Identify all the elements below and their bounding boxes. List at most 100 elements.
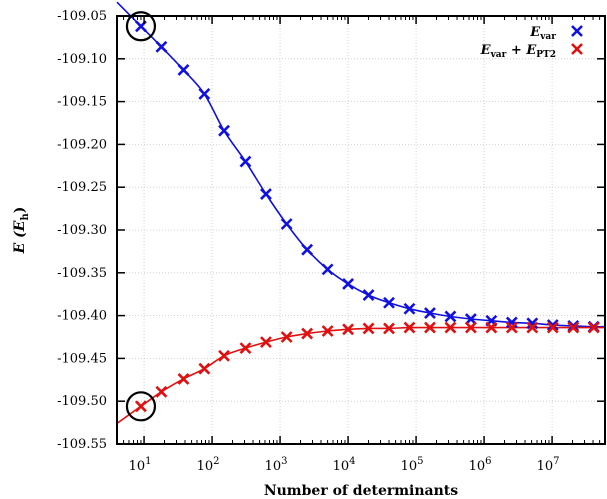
data-point [526,317,539,330]
data-point [485,321,498,334]
marker-stroke [403,302,416,315]
data-point [177,373,190,385]
data-points [135,20,600,413]
data-point [424,307,436,319]
marker-stroke [383,322,395,335]
x-tick-label: 105 [401,456,424,474]
x-tick-label: 107 [537,456,560,474]
marker-stroke [464,313,477,325]
marker-stroke [587,321,600,334]
data-point [505,321,518,334]
marker-stroke [321,325,334,337]
y-tick-label: -109.10 [57,52,107,67]
data-point [587,321,600,334]
marker-stroke [260,188,272,200]
data-point [403,321,416,334]
marker-stroke [280,218,293,230]
x-axis-label: Number of determinants [264,483,458,499]
x-axis-ticks: 101 102 103 104 105 106 107 [123,16,606,474]
marker-stroke [567,321,580,334]
data-point [177,64,190,76]
y-tick-label: -109.25 [57,180,107,195]
marker-stroke [383,296,395,309]
marker-stroke [155,385,168,398]
y-tick-label: -109.40 [57,309,107,324]
marker-stroke [260,336,272,349]
marker-stroke [571,25,583,37]
data-point [218,349,230,362]
data-point [546,321,559,334]
y-tick-label: -109.55 [57,437,107,452]
annotation-circle [125,391,157,422]
legend-label: Evar + EPT2 [480,43,556,60]
x-tick-label: 106 [469,456,492,474]
y-tick-label: -109.35 [57,266,107,281]
marker-stroke [362,289,375,301]
data-point [444,321,457,334]
legend-label: Evar [529,25,556,42]
data-point [218,124,230,137]
marker-stroke [485,321,498,334]
data-point [280,331,293,343]
data-point [383,296,395,309]
data-point [239,155,252,168]
data-point [342,278,354,290]
marker-stroke [218,349,230,362]
data-point [301,243,314,256]
marker-stroke [239,155,252,168]
y-tick-label: -109.20 [57,137,107,152]
data-point [155,40,168,53]
marker-stroke [362,322,375,335]
grid [117,15,605,445]
y-axis-ticks: -109.05 -109.10 -109.15 -109.20 -109.25 -109.… [57,9,605,452]
marker-stroke [526,321,539,334]
marker-stroke [546,321,559,334]
data-point [280,218,293,230]
data-point [464,313,477,325]
data-point [567,321,580,334]
x-tick-label: 101 [129,456,152,474]
marker-stroke [342,278,354,290]
marker-stroke [505,321,518,334]
marker-stroke [424,307,436,319]
marker-stroke [135,400,147,413]
data-point [301,327,314,340]
y-tick-label: -109.15 [57,95,107,110]
marker-stroke [444,321,457,334]
legend-marker [571,43,583,55]
marker-stroke [198,362,211,375]
data-point [362,289,375,301]
data-point [321,325,334,337]
x-tick-label: 102 [197,456,220,474]
data-point [198,362,211,375]
data-point [155,385,168,398]
y-tick-label: -109.30 [57,223,107,238]
data-point [464,321,477,334]
data-point [424,321,436,334]
marker-stroke [239,342,252,355]
data-point [526,321,539,334]
marker-stroke [280,331,293,343]
marker-stroke [571,43,583,55]
annotations [125,11,157,422]
data-point [342,323,354,336]
legend-marker [571,25,583,37]
y-tick-label: -109.05 [57,9,107,24]
marker-stroke [155,40,168,53]
marker-stroke [403,321,416,334]
data-point [135,400,147,413]
data-point [546,319,559,331]
marker-stroke [424,321,436,334]
y-tick-label: -109.45 [57,351,107,366]
x-tick-label: 104 [333,456,356,474]
data-point [260,336,272,349]
marker-stroke [198,87,211,100]
marker-stroke [546,319,559,331]
series-lines [116,1,606,425]
data-point [260,188,272,200]
marker-stroke [342,323,354,336]
marker-stroke [526,317,539,330]
data-point [383,322,395,335]
